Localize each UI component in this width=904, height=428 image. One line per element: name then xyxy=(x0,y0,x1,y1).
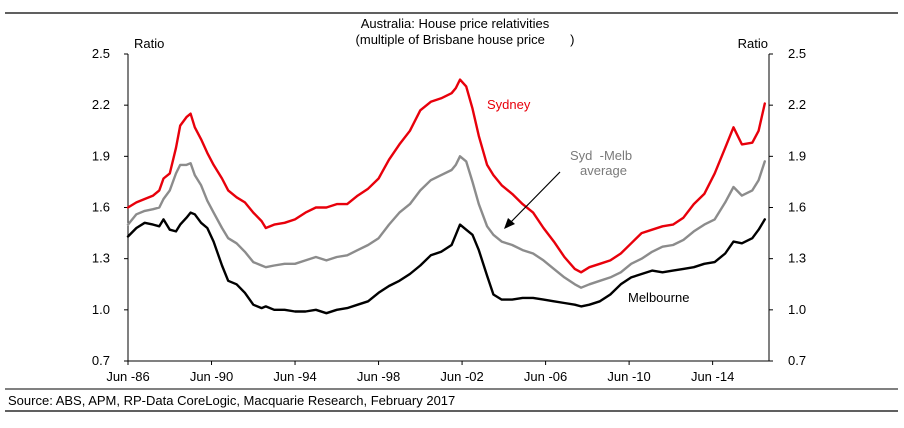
y-axis-label-right: Ratio xyxy=(738,36,768,51)
y-ticks: 2.5 2.5 2.2 2.2 1.9 1.9 1.6 1.6 1.3 1.3 1.0 1.0 0.7 0… xyxy=(92,46,806,368)
y-tick-label-left: 1.9 xyxy=(92,148,110,163)
y-tick-label-left: 2.2 xyxy=(92,97,110,112)
y-tick-label-left: 1.0 xyxy=(92,302,110,317)
y-tick-label-right: 0.7 xyxy=(788,353,806,368)
y-tick-label-right: 1.3 xyxy=(788,251,806,266)
chart-subtitle: (multiple of Brisbane house price ) xyxy=(356,32,575,47)
x-ticks: Jun -86 Jun -90 Jun -94 Jun -98 Jun -02 Jun -… xyxy=(106,361,734,384)
x-tick-label: Jun -02 xyxy=(440,369,483,384)
melbourne-line xyxy=(126,211,766,315)
series-lines xyxy=(126,78,766,315)
average-label-line2: average xyxy=(580,163,627,178)
y-tick-label-left: 2.5 xyxy=(92,46,110,61)
x-tick-label: Jun -90 xyxy=(190,369,233,384)
x-tick-label: Jun -86 xyxy=(106,369,149,384)
average-arrow-shaft xyxy=(508,171,561,225)
y-tick-label-right: 1.0 xyxy=(788,302,806,317)
y-tick-label-right: 2.2 xyxy=(788,97,806,112)
y-tick-label-right: 1.9 xyxy=(788,148,806,163)
sydney-label: Sydney xyxy=(487,97,531,112)
chart-title: Australia: House price relativities xyxy=(361,16,550,31)
x-tick-label: Jun -98 xyxy=(357,369,400,384)
syd-melb-average-line xyxy=(126,155,766,289)
melbourne-label: Melbourne xyxy=(628,290,689,305)
y-tick-label-left: 1.3 xyxy=(92,251,110,266)
source-note: Source: ABS, APM, RP-Data CoreLogic, Mac… xyxy=(8,393,455,408)
x-tick-label: Jun -14 xyxy=(691,369,734,384)
y-tick-label-left: 1.6 xyxy=(92,200,110,215)
sydney-line xyxy=(126,78,766,274)
average-label-line1: Syd -Melb xyxy=(570,148,632,163)
y-axis-label-left: Ratio xyxy=(134,36,164,51)
average-arrow-head xyxy=(504,218,515,229)
x-tick-label: Jun -06 xyxy=(524,369,567,384)
y-tick-label-right: 1.6 xyxy=(788,200,806,215)
y-tick-label-left: 0.7 xyxy=(92,353,110,368)
x-tick-label: Jun -10 xyxy=(607,369,650,384)
x-tick-label: Jun -94 xyxy=(273,369,316,384)
y-tick-label-right: 2.5 xyxy=(788,46,806,61)
